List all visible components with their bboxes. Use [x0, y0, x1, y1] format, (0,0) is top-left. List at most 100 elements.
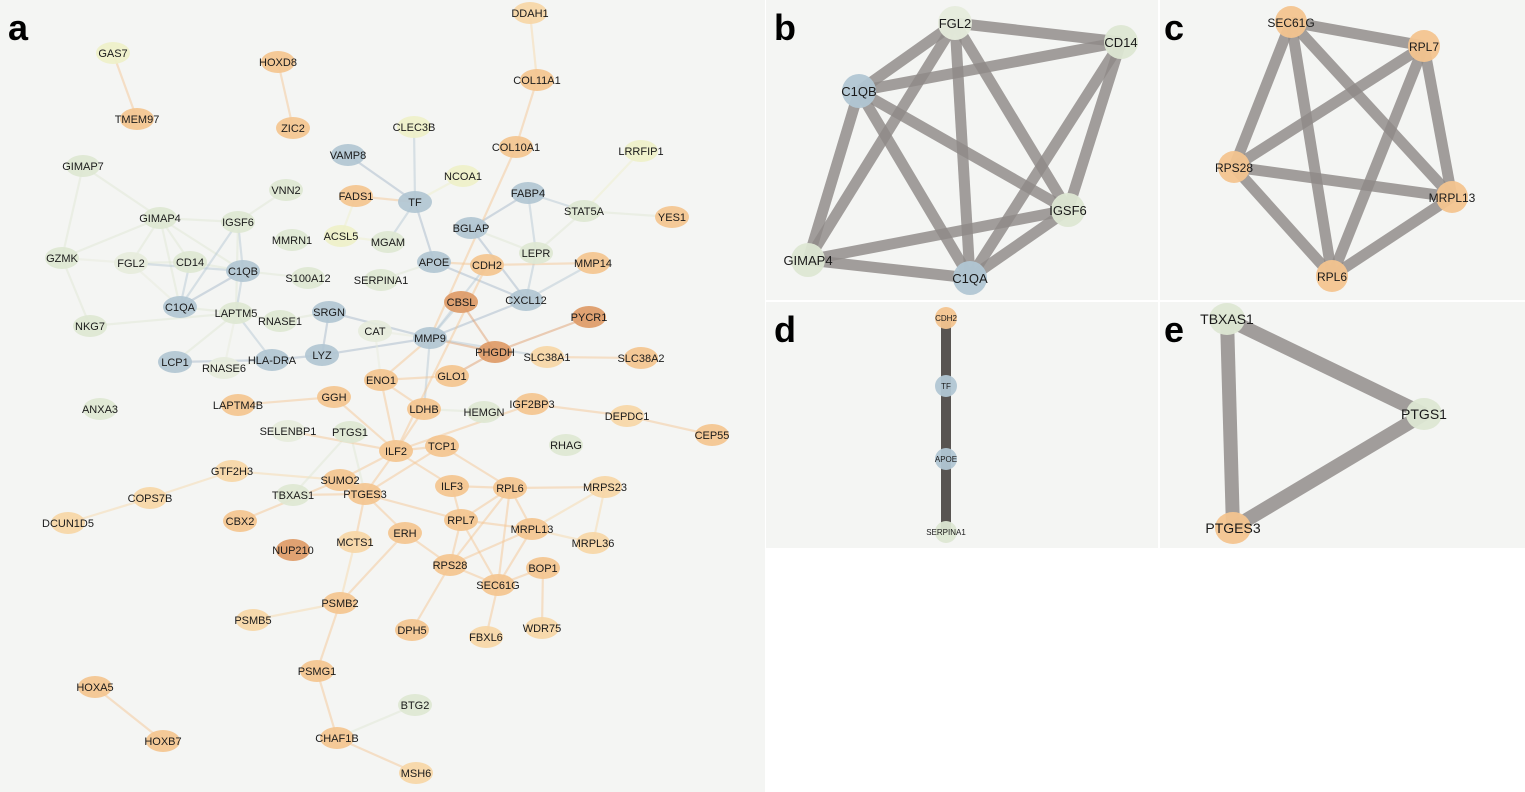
node-label: TBXAS1: [1200, 311, 1254, 327]
node-label: GGH: [321, 392, 346, 404]
network-panel-e: TBXAS1 PTGS1 PTGES3 e: [1160, 302, 1525, 548]
node-lcp1: LCP1: [158, 351, 192, 373]
node-slc38a2: SLC38A2: [617, 347, 664, 369]
node-label: VAMP8: [330, 150, 366, 162]
node-label: APOE: [419, 257, 450, 269]
node-label: RPS28: [433, 560, 468, 572]
network-graph-d: CDH2TFAPOESERPINA1: [766, 302, 1158, 548]
node-label: RNASE6: [202, 363, 246, 375]
node-cdh2: CDH2: [935, 307, 957, 329]
node-label: MMRN1: [272, 235, 312, 247]
node-gimap4: GIMAP4: [139, 207, 181, 229]
node-label: ZIC2: [281, 123, 305, 135]
node-cd14: CD14: [1104, 25, 1138, 59]
node-psmg1: PSMG1: [298, 660, 337, 682]
node-pycr1: PYCR1: [571, 306, 608, 328]
node-label: HOXD8: [259, 57, 297, 69]
node-label: RPL6: [496, 483, 524, 495]
node-label: LCP1: [161, 357, 189, 369]
node-label: PSMB2: [321, 598, 358, 610]
node-bop1: BOP1: [526, 557, 560, 579]
node-label: PSMB5: [234, 615, 271, 627]
node-label: LEPR: [522, 248, 551, 260]
edge-ILF2-CDH2: [396, 265, 487, 451]
node-label: GTF2H3: [211, 466, 253, 478]
node-label: CLEC3B: [393, 122, 436, 134]
node-label: FBXL6: [469, 632, 503, 644]
node-label: ENO1: [366, 375, 396, 387]
node-selenbp1: SELENBP1: [260, 420, 317, 442]
node-label: DEPDC1: [605, 411, 650, 423]
node-label: PTGS1: [332, 427, 368, 439]
edge-CLEC3B-TF: [414, 127, 415, 202]
node-label: PSMG1: [298, 666, 337, 678]
node-igf2bp3: IGF2BP3: [509, 393, 554, 415]
node-label: CD14: [176, 257, 204, 269]
node-label: LAPTM5: [215, 308, 258, 320]
node-rpl6: RPL6: [1316, 260, 1348, 292]
node-label: GIMAP7: [62, 161, 104, 173]
node-label: TBXAS1: [272, 490, 314, 502]
node-psmb2: PSMB2: [321, 592, 358, 614]
node-label: GAS7: [98, 48, 127, 60]
node-label: PTGS1: [1401, 406, 1447, 422]
node-label: IGSF6: [1049, 203, 1087, 218]
node-label: IGSF6: [222, 217, 254, 229]
node-label: MSH6: [401, 768, 432, 780]
network-graph-a: DDAH1GAS7HOXD8COL11A1TMEM97ZIC2 CLEC3BCOL…: [0, 0, 765, 792]
node-ldhb: LDHB: [407, 398, 441, 420]
node-label: FGL2: [117, 258, 145, 270]
node-label: CDH2: [472, 260, 502, 272]
node-depdc1: DEPDC1: [605, 405, 650, 427]
network-graph-b: FGL2 CD14 C1QB IGSF6 GIMAP4 C1QA: [766, 0, 1158, 300]
node-label: NKG7: [75, 321, 105, 333]
node-s100a12: S100A12: [285, 267, 330, 289]
node-label: ANXA3: [82, 404, 118, 416]
node-label: RHAG: [550, 440, 582, 452]
panel-label-d: d: [774, 312, 796, 348]
node-label: PYCR1: [571, 312, 608, 324]
node-label: SERPINA1: [354, 275, 408, 287]
node-gimap7: GIMAP7: [62, 155, 104, 177]
network-graph-e: TBXAS1PTGS1PTGES3: [1160, 302, 1525, 548]
node-label: APOE: [935, 455, 957, 464]
node-fads1: FADS1: [339, 185, 374, 207]
node-label: RPL6: [1317, 270, 1347, 284]
node-label: LDHB: [409, 404, 438, 416]
node-ggh: GGH: [317, 386, 351, 408]
node-label: RPL7: [447, 515, 475, 527]
node-tbxas1: TBXAS1: [272, 484, 314, 506]
node-label: GLO1: [437, 371, 466, 383]
node-erh: ERH: [388, 522, 422, 544]
node-lyz: LYZ: [305, 344, 339, 366]
node-label: IGF2BP3: [509, 399, 554, 411]
node-label: FADS1: [339, 191, 374, 203]
node-label: DCUN1D5: [42, 518, 94, 530]
node-label: C1QB: [841, 84, 876, 99]
panel-label-c: c: [1164, 10, 1184, 46]
node-mcts1: MCTS1: [336, 531, 373, 553]
node-psmb5: PSMB5: [234, 609, 271, 631]
edge-RPS28-MRPL13: [1234, 167, 1452, 197]
node-label: CBSL: [447, 297, 476, 309]
node-tf: TF: [398, 191, 432, 213]
node-cd14: CD14: [173, 251, 207, 273]
edges-b: [808, 23, 1121, 278]
node-label: CAT: [364, 326, 385, 338]
node-label: VNN2: [271, 185, 300, 197]
node-label: ILF3: [441, 481, 463, 493]
node-lepr: LEPR: [519, 242, 553, 264]
node-slc38a1: SLC38A1: [523, 346, 570, 368]
node-gtf2h3: GTF2H3: [211, 460, 253, 482]
node-rnase1: RNASE1: [258, 310, 302, 332]
node-label: STAT5A: [564, 206, 605, 218]
node-label: GIMAP4: [783, 253, 832, 268]
network-panel-b: FGL2 CD14 C1QB IGSF6 GIMAP4 C1QA b: [766, 0, 1158, 300]
node-ilf3: ILF3: [435, 475, 469, 497]
edge-TBXAS1-PTGES3: [1227, 319, 1233, 528]
node-label: CXCL12: [505, 295, 547, 307]
edge-C1QB-GIMAP4: [808, 91, 859, 260]
panel-label-b: b: [774, 10, 796, 46]
node-cat: CAT: [358, 320, 392, 342]
node-serpina1: SERPINA1: [926, 521, 966, 543]
